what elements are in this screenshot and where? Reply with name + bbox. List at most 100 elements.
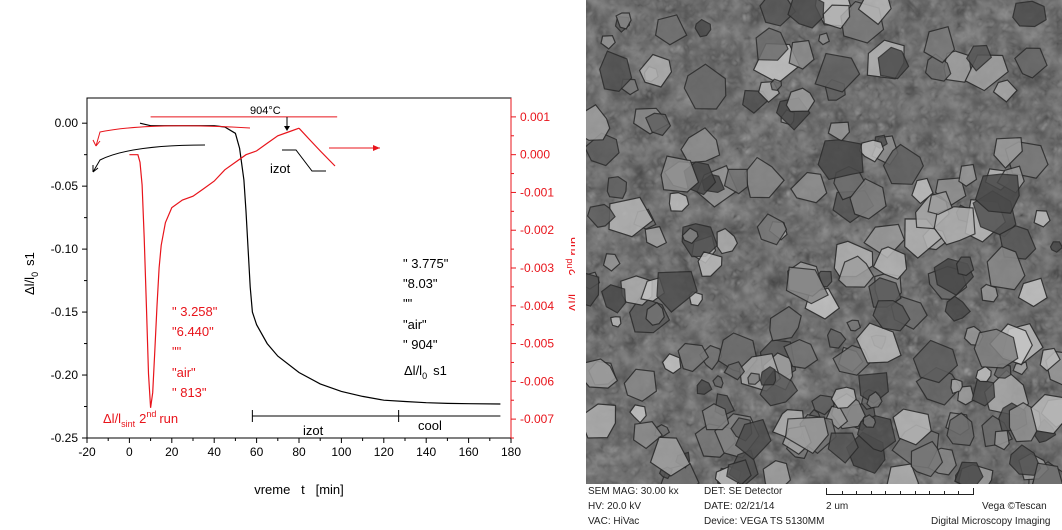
sem-grain	[734, 418, 772, 461]
red-label-tail: run	[159, 411, 178, 426]
sem-grain	[814, 52, 861, 93]
sem-grain	[849, 177, 887, 220]
black-label-main: Δl/l	[404, 363, 422, 378]
y-left-tick-label: 0.00	[55, 116, 79, 130]
sem-grain	[785, 266, 829, 305]
peak-temp-label: 904°C	[250, 105, 281, 117]
x-tick-label: 180	[501, 445, 521, 459]
sem-grain	[923, 25, 956, 64]
sem-brand: Vega ©Tescan	[982, 501, 1047, 512]
y-left-tick-label: -0.15	[51, 305, 79, 319]
sem-grain	[912, 339, 959, 384]
sem-grain	[784, 416, 829, 455]
scale-bar-tick	[958, 491, 960, 494]
sem-grain	[827, 121, 851, 142]
y-right-tick-label: -0.004	[520, 299, 554, 313]
sem-brand-sub: Digital Microscopy Imaging	[931, 516, 1051, 527]
y-right-label-suffix: 2	[566, 269, 575, 276]
y-left-axis-label: Δl/l0 s1	[22, 252, 40, 295]
sem-grain	[974, 173, 1020, 214]
sem-grain	[783, 338, 819, 370]
black-param-3: ""	[403, 296, 413, 311]
sem-grain	[827, 432, 859, 464]
y-left-label-sub: 0	[30, 272, 40, 277]
sem-grain	[992, 79, 1018, 103]
x-axis-label: vreme t [min]	[254, 482, 344, 497]
sem-grain	[950, 378, 963, 395]
sem-grain	[586, 403, 617, 439]
sem-grain	[811, 394, 835, 416]
series-run2-line	[129, 127, 300, 408]
sem-grain	[601, 284, 627, 314]
y-right-tick-label: -0.001	[520, 185, 554, 199]
sem-grain	[606, 176, 628, 200]
sem-grain	[759, 366, 777, 386]
y-left-label-suffix: s1	[22, 252, 37, 266]
sem-vac: VAC: HiVac	[588, 516, 640, 527]
sem-grain	[1014, 47, 1048, 79]
chart-svg: -20 0 20 40 60 80 100 120 140 160 180 0.00-0.05-0.…	[22, 97, 575, 497]
x-tick-label: 0	[126, 445, 133, 459]
y-right-label-main: Δl/l	[566, 294, 575, 312]
sem-grain	[954, 461, 984, 484]
sem-grain	[1017, 277, 1048, 308]
sem-grain	[602, 253, 621, 272]
y-right-tick-label: -0.006	[520, 374, 554, 388]
sem-grain	[712, 374, 724, 389]
sem-grain	[910, 440, 944, 478]
black-label-suffix: s1	[433, 363, 447, 378]
sem-grain	[638, 53, 673, 88]
sem-grain	[973, 328, 1019, 369]
sem-grain	[697, 251, 723, 277]
y-right-label-tail: run	[566, 237, 575, 256]
sem-grain	[696, 379, 713, 395]
sem-grain	[645, 112, 672, 137]
y-left-tick-label: -0.05	[51, 179, 79, 193]
sem-grain	[723, 361, 746, 381]
sem-grain	[600, 34, 616, 50]
y-right-tick-label: -0.007	[520, 412, 554, 426]
y-right-tick-label: -0.003	[520, 261, 554, 275]
sem-grain	[755, 27, 789, 61]
sem-grain	[599, 50, 633, 93]
y-left-tick-label: -0.10	[51, 242, 79, 256]
scale-bar-tick	[900, 491, 901, 494]
sem-detector: DET: SE Detector	[704, 486, 783, 497]
sem-grain	[911, 177, 934, 205]
sem-grain	[933, 206, 976, 246]
sem-grain	[993, 429, 1010, 451]
red-label-mid: 2	[139, 411, 146, 426]
sem-grain	[660, 155, 700, 193]
chart-text-layer: 904°C izot " 3.775" "8.03" "" "air" " 90…	[22, 105, 575, 497]
peak-marker-arrowhead	[284, 126, 290, 131]
y-right-label-sub: sint	[574, 279, 575, 294]
red-label-sup: nd	[146, 409, 156, 419]
sem-grain	[610, 316, 622, 328]
red-forward-arrowhead	[373, 145, 380, 151]
sem-scale-label: 2 um	[826, 501, 849, 512]
sem-grain	[855, 322, 902, 364]
sem-grain	[818, 32, 831, 46]
x-tick-label: 100	[331, 445, 351, 459]
sem-grain	[944, 295, 971, 322]
sem-grain	[586, 132, 620, 167]
sem-grain	[790, 171, 828, 204]
izot-bottom-label: izot	[303, 423, 324, 438]
sem-grain	[683, 63, 727, 110]
sem-grain	[882, 143, 924, 185]
sem-grain	[623, 368, 658, 402]
sem-grain	[1032, 462, 1062, 484]
y-right-tick-group: 0.001 0.000 -0.001 -0.002 -0.003 -0.004 -0.005…	[510, 98, 554, 439]
sem-grain	[892, 408, 932, 446]
x-tick-label: 140	[416, 445, 436, 459]
x-tick-label: -20	[78, 445, 96, 459]
sem-grain	[770, 78, 783, 91]
sem-grain	[862, 414, 877, 428]
sem-grain	[877, 46, 910, 80]
scale-bar-tick	[841, 491, 843, 494]
sem-grain	[846, 319, 862, 332]
sem-grain	[817, 139, 864, 181]
x-tick-label: 20	[165, 445, 179, 459]
sem-grain	[857, 0, 892, 26]
red-back-arrowhead	[92, 139, 101, 147]
